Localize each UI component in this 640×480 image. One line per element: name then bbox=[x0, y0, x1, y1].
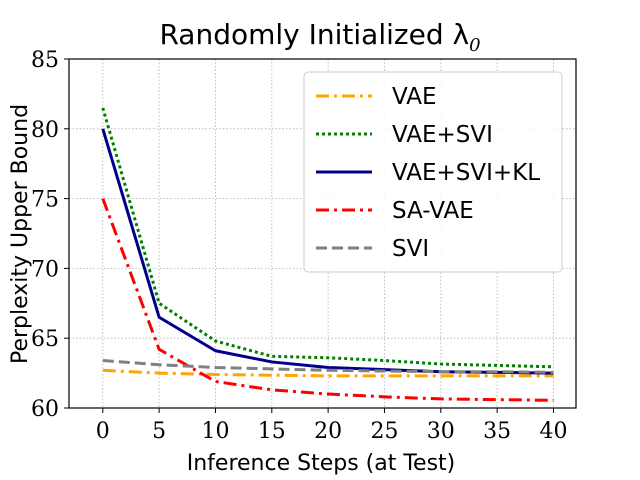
legend: VAE VAE+SVI VAE+SVI+KL SA-VAE SVI bbox=[303, 71, 563, 273]
chart-title-text: Randomly Initialized λ bbox=[159, 18, 469, 51]
series-line-sa-vae bbox=[101, 198, 554, 402]
x-tick-label: 25 bbox=[370, 419, 398, 444]
y-tick-label: 80 bbox=[31, 118, 59, 143]
series-layer bbox=[101, 107, 554, 402]
x-tick-label: 0 bbox=[96, 419, 110, 444]
legend-label-vae-svi: VAE+SVI bbox=[392, 122, 493, 148]
legend-label-svi: SVI bbox=[392, 236, 429, 262]
series-line-vae-svi bbox=[101, 107, 554, 369]
x-tick-label: 15 bbox=[258, 419, 286, 444]
ticks-layer: 0 5 10 15 20 25 30 35 40 60 65 70 75 80 85 bbox=[31, 48, 567, 444]
x-axis-label: Inference Steps (at Test) bbox=[187, 451, 456, 476]
y-tick-label: 70 bbox=[31, 257, 59, 282]
y-tick-label: 85 bbox=[31, 48, 59, 73]
chart-title-subscript: 0 bbox=[469, 35, 480, 56]
x-tick-label: 30 bbox=[427, 419, 455, 444]
x-tick-label: 20 bbox=[314, 419, 342, 444]
y-axis-label: Perplexity Upper Bound bbox=[8, 104, 33, 364]
legend-label-vae: VAE bbox=[392, 84, 437, 110]
chart-title: Randomly Initialized λ0 bbox=[159, 18, 480, 56]
plot-frame bbox=[68, 58, 577, 409]
x-tick-label: 10 bbox=[201, 419, 229, 444]
legend-label-vae-svi-kl: VAE+SVI+KL bbox=[392, 160, 540, 186]
y-tick-label: 60 bbox=[31, 397, 59, 422]
y-tick-label: 75 bbox=[31, 188, 59, 213]
series-line-vae bbox=[102, 368, 554, 378]
x-tick-label: 40 bbox=[539, 419, 567, 444]
legend-box bbox=[303, 71, 563, 273]
x-tick-label: 5 bbox=[152, 419, 166, 444]
legend-label-sa-vae: SA-VAE bbox=[392, 198, 474, 224]
x-tick-label: 35 bbox=[483, 419, 511, 444]
y-tick-label: 65 bbox=[31, 327, 59, 352]
series-line-svi bbox=[102, 359, 554, 374]
